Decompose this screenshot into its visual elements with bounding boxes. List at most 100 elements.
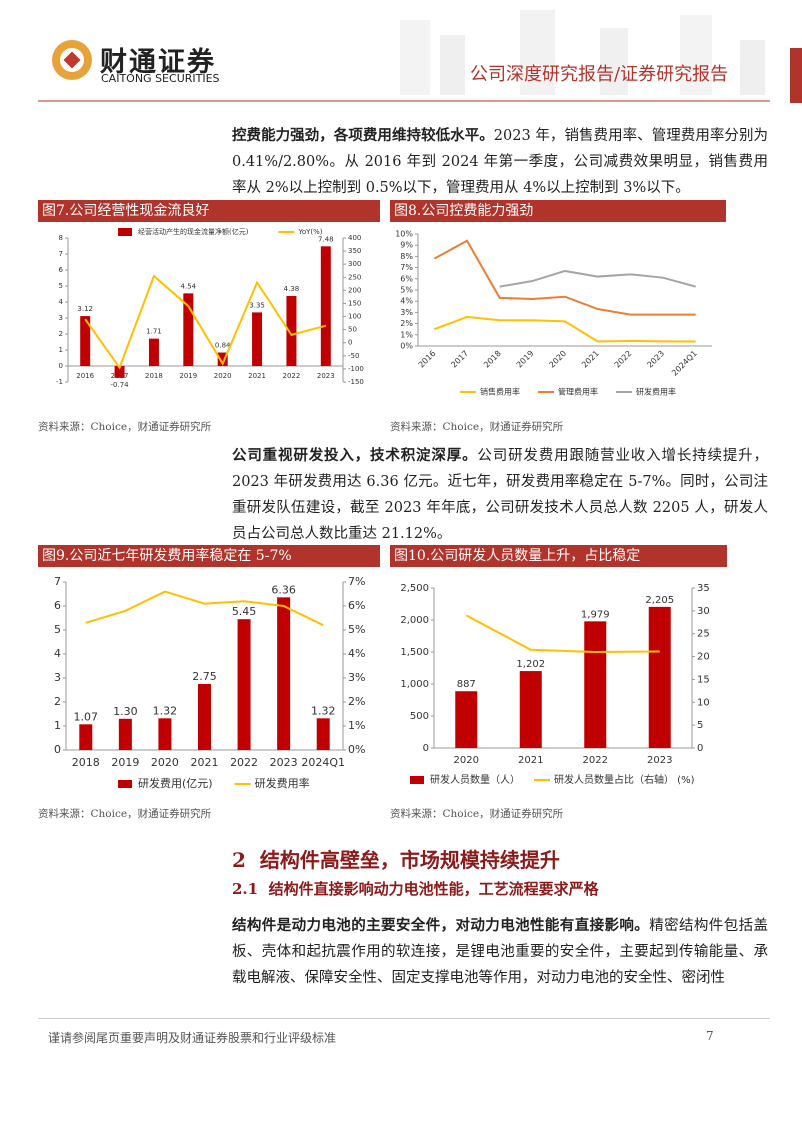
legend-label: 经营活动产生的现金流量净额(亿元) <box>138 227 249 236</box>
tick-label: 6 <box>59 266 64 274</box>
category-label: 2018 <box>145 372 163 380</box>
category-label: 2019 <box>111 756 139 769</box>
figure-title: 图10.公司研发人员数量上升，占比稳定 <box>390 545 727 567</box>
tick-label: 8 <box>59 234 63 242</box>
line <box>465 614 660 654</box>
bar <box>455 691 478 748</box>
bar <box>80 316 91 366</box>
tick-label: 1,000 <box>400 679 429 690</box>
section-heading: 2 结构件高壁垒，市场规模持续提升 <box>232 844 560 873</box>
tick-label: 6% <box>400 274 413 283</box>
tick-label: 0 <box>59 362 63 370</box>
data-label: 1.30 <box>113 705 138 718</box>
tick-label: 4 <box>59 298 64 306</box>
tick-label: 8% <box>400 252 413 261</box>
paragraph-text: 精密结构件包括盖板、壳体和起抗震作用的软连接，是锂电池重要的安全件，主要起到传输… <box>232 918 769 986</box>
tick-label: 20 <box>697 652 710 663</box>
bar <box>320 246 331 366</box>
line <box>433 315 696 343</box>
data-label: 1.07 <box>74 710 99 723</box>
bar <box>217 352 228 366</box>
category-label: 2020 <box>151 756 179 769</box>
chart: 0 500 1,000 1,500 2,000 2,500 0 5 10 15 20 25 30 35 20… <box>400 583 710 786</box>
category-label: 2020 <box>214 372 232 380</box>
category-label: 2019 <box>515 349 536 370</box>
subsection-title: 结构件直接影响动力电池性能，工艺流程要求严格 <box>268 880 599 898</box>
report-type: 公司深度研究报告/证券研究报告 <box>470 64 729 85</box>
tick-label: 400 <box>348 234 361 242</box>
data-label: 887 <box>457 679 476 690</box>
category-label: 2018 <box>482 349 503 370</box>
legend-swatch <box>410 776 424 784</box>
bar <box>648 606 671 748</box>
data-label: 3.35 <box>249 301 265 309</box>
tick-label: 0 <box>348 339 352 347</box>
data-label: 6.36 <box>271 583 296 596</box>
category-label: 2021 <box>248 372 266 380</box>
legend-label: YoY(%) <box>297 228 322 236</box>
tick-label: 4% <box>348 647 365 660</box>
legend-swatch <box>118 228 132 236</box>
bar <box>148 338 159 366</box>
tick-label: 150 <box>348 299 361 307</box>
paragraph-lead: 公司重视研发投入，技术积淀深厚。 <box>232 447 478 464</box>
bar <box>183 293 194 366</box>
data-label: 4.38 <box>284 285 300 293</box>
tick-label: 200 <box>348 286 361 294</box>
header-art <box>38 10 802 103</box>
category-label: 2020 <box>454 755 479 766</box>
tick-label: -100 <box>348 365 364 373</box>
bar <box>114 366 125 378</box>
legend-label: 研发费用率 <box>636 387 676 397</box>
section-number: 2 <box>232 848 246 872</box>
tick-label: 250 <box>348 273 361 281</box>
page-number: 7 <box>706 1029 714 1043</box>
legend-label: 管理费用率 <box>558 387 598 397</box>
source: 资料来源：Choice，财通证券研究所 <box>390 808 564 820</box>
category-label: 2023 <box>270 756 298 769</box>
category-label: 2023 <box>647 755 672 766</box>
logo-cn: 财通证券 <box>100 47 216 78</box>
tick-label: 2,500 <box>400 583 429 594</box>
data-label: 1.32 <box>153 704 178 717</box>
tick-label: 4% <box>400 297 413 306</box>
category-label: 2023 <box>645 349 666 370</box>
bar <box>252 312 263 366</box>
bar <box>79 724 93 750</box>
figure-title: 图9.公司近七年研发费用率稳定在 5-7% <box>38 545 380 567</box>
bar <box>286 295 297 366</box>
tick-label: 10 <box>697 697 710 708</box>
tick-label: 5% <box>400 286 413 295</box>
legend-label: 研发费用(亿元) <box>138 776 213 790</box>
data-label: 2.75 <box>192 670 217 683</box>
tick-label: 1 <box>54 719 61 732</box>
tick-label: 6% <box>348 599 365 612</box>
category-label: 2016 <box>76 372 94 380</box>
bar <box>584 621 607 748</box>
line <box>433 239 696 316</box>
data-label: 7.48 <box>318 235 334 243</box>
tick-label: 2% <box>348 695 365 708</box>
section-title: 结构件高壁垒，市场规模持续提升 <box>259 848 560 872</box>
paragraph-lead: 结构件是动力电池的主要安全件，对动力电池性能有直接影响。 <box>232 917 650 934</box>
bar <box>118 718 132 750</box>
tick-label: 500 <box>410 711 429 722</box>
category-label: 2016 <box>417 349 438 370</box>
tick-label: 4 <box>54 647 61 660</box>
paragraph: 结构件是动力电池的主要安全件，对动力电池性能有直接影响。精密结构件包括盖板、壳体… <box>232 913 768 991</box>
tick-label: 6 <box>54 599 61 612</box>
data-label: 4.54 <box>181 282 197 290</box>
tick-label: 1,500 <box>400 647 429 658</box>
tick-label: -150 <box>348 378 364 386</box>
data-label: -0.74 <box>111 381 130 389</box>
tick-label: 5% <box>348 623 365 636</box>
chart: 0% 1% 2% 3% 4% 5% 6% 7% 8% 9% 10% 2016 2017 2018 2019 2… <box>395 230 712 397</box>
tick-label: 3 <box>59 314 63 322</box>
tick-label: 350 <box>348 247 361 255</box>
tick-label: 300 <box>348 260 361 268</box>
paragraph-lead: 控费能力强劲，各项费用维持较低水平。 <box>232 127 494 144</box>
legend-swatch <box>118 780 132 788</box>
tick-label: 2,000 <box>400 615 429 626</box>
data-label: 1.32 <box>311 704 336 717</box>
